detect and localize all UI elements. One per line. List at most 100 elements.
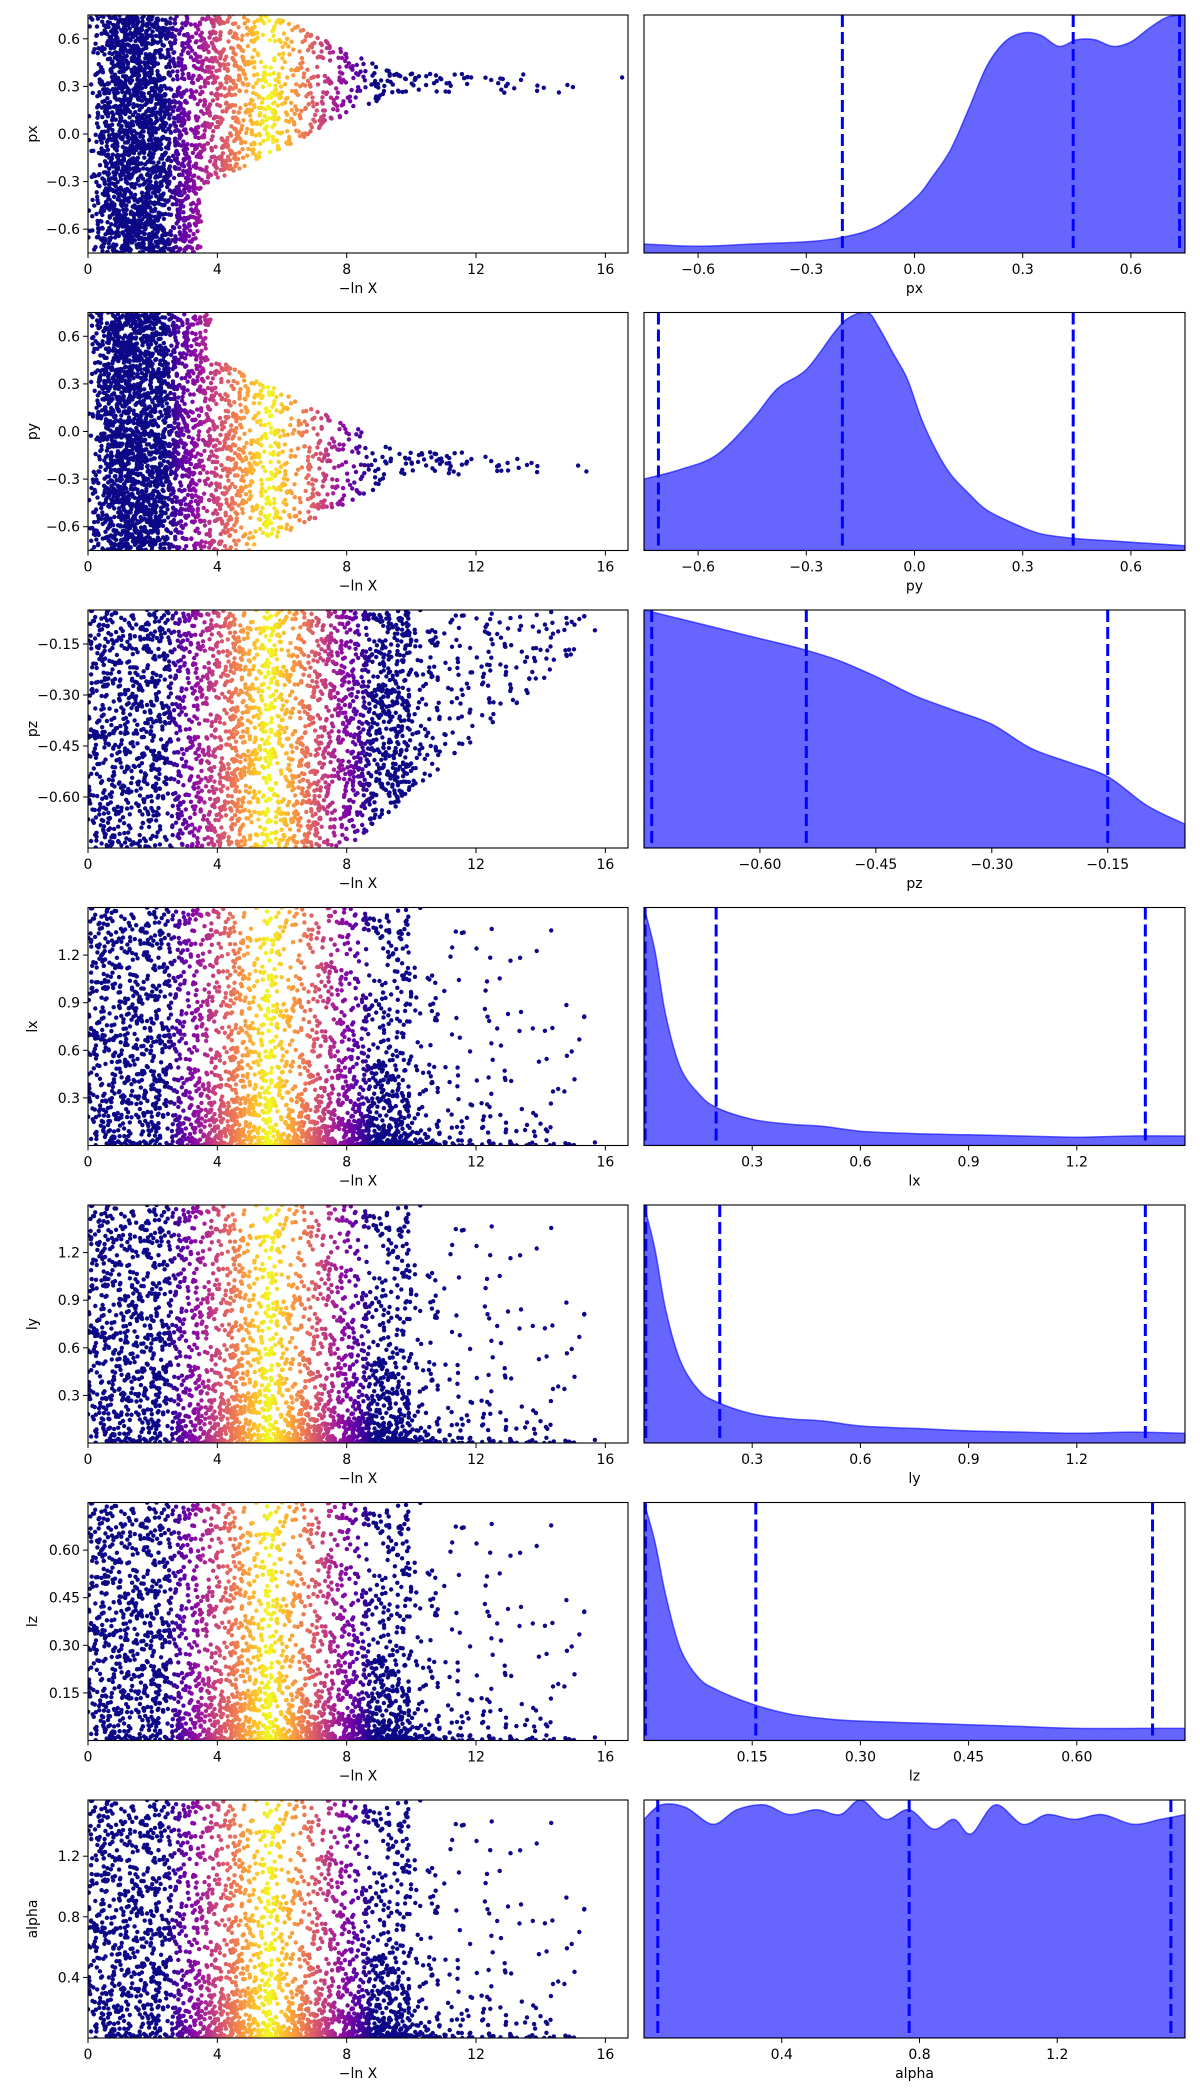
sample-point — [619, 75, 625, 80]
sample-point — [274, 20, 279, 25]
sample-point — [190, 34, 195, 39]
sample-point — [529, 460, 534, 466]
sample-point — [202, 146, 207, 152]
sample-point — [268, 72, 273, 77]
sample-point — [252, 142, 257, 147]
sample-point — [270, 110, 275, 115]
sample-point — [233, 151, 238, 156]
sample-point — [289, 67, 294, 73]
sample-point — [198, 219, 204, 224]
sample-point — [181, 164, 187, 169]
sample-point — [95, 495, 100, 500]
sample-point — [182, 190, 187, 195]
sample-point — [91, 469, 97, 475]
sample-point — [93, 132, 98, 137]
sample-point — [105, 249, 110, 253]
sample-point — [234, 161, 239, 167]
sample-point — [106, 81, 112, 86]
sample-point — [197, 22, 203, 27]
sample-point — [311, 117, 316, 122]
sample-point — [149, 138, 154, 143]
sample-point — [167, 116, 172, 121]
sample-point — [186, 51, 191, 56]
sample-point — [166, 206, 172, 211]
sample-point — [97, 469, 102, 474]
sample-point — [220, 2, 224, 6]
sample-point — [258, 15, 264, 19]
sample-point — [303, 106, 308, 112]
sample-point — [157, 240, 162, 245]
sample-point — [128, 545, 133, 550]
sample-point — [402, 76, 408, 81]
sample-point — [116, 409, 122, 414]
sample-point — [113, 474, 118, 479]
sample-point — [220, 117, 225, 122]
sample-point — [139, 104, 145, 110]
sample-point — [267, 82, 272, 88]
sample-point — [124, 53, 129, 59]
sample-point — [164, 36, 169, 41]
sample-point — [444, 81, 449, 86]
sample-point — [206, 0, 210, 1]
sample-point — [188, 22, 194, 27]
sample-point — [150, 15, 155, 18]
sample-point — [166, 29, 171, 35]
sample-point — [210, 65, 216, 70]
sample-point — [469, 456, 474, 462]
sample-point — [211, 73, 216, 79]
sample-point — [432, 451, 437, 456]
sample-point — [211, 24, 216, 29]
sample-point — [125, 65, 130, 70]
sample-point — [96, 125, 101, 130]
sample-point — [362, 78, 368, 83]
sample-point — [363, 69, 368, 74]
sample-point — [192, 96, 197, 101]
sample-point — [121, 394, 127, 399]
sample-point — [252, 65, 257, 70]
sample-point — [305, 78, 311, 84]
sample-point — [315, 82, 321, 87]
sample-point — [109, 122, 115, 127]
sample-point — [194, 31, 199, 36]
sample-point — [307, 82, 312, 87]
sample-point — [99, 219, 104, 224]
sample-point — [90, 90, 96, 96]
sample-point — [224, 100, 229, 105]
sample-point — [186, 163, 192, 168]
sample-point — [121, 50, 126, 56]
sample-point — [297, 133, 303, 139]
sample-point — [259, 100, 265, 105]
sample-point — [134, 131, 139, 136]
sample-point — [324, 45, 330, 51]
sample-point — [277, 95, 282, 101]
sample-point — [207, 102, 213, 107]
sample-point — [149, 414, 154, 419]
sample-point — [288, 100, 294, 106]
sample-point — [319, 115, 324, 120]
sample-point — [185, 16, 190, 21]
sample-point — [421, 457, 427, 462]
sample-point — [280, 65, 285, 71]
sample-point — [138, 59, 143, 65]
sample-point — [154, 250, 160, 253]
sample-point — [105, 96, 110, 101]
y-tick-label: 0.0 — [58, 127, 80, 143]
sample-point — [108, 467, 114, 472]
sample-point — [88, 114, 92, 119]
sample-point — [114, 242, 119, 248]
sample-point — [267, 133, 272, 139]
sample-point — [274, 138, 279, 143]
sample-point — [311, 50, 316, 55]
sample-point — [200, 58, 206, 64]
sample-point — [211, 2, 215, 6]
sample-point — [194, 145, 199, 151]
sample-point — [107, 166, 112, 171]
sample-point — [502, 90, 507, 95]
sample-point — [107, 133, 112, 138]
sample-point — [213, 158, 218, 163]
sample-point — [89, 323, 95, 328]
sample-point — [224, 158, 229, 163]
sample-point — [251, 84, 256, 90]
sample-point — [179, 133, 184, 138]
sample-point — [177, 225, 182, 230]
